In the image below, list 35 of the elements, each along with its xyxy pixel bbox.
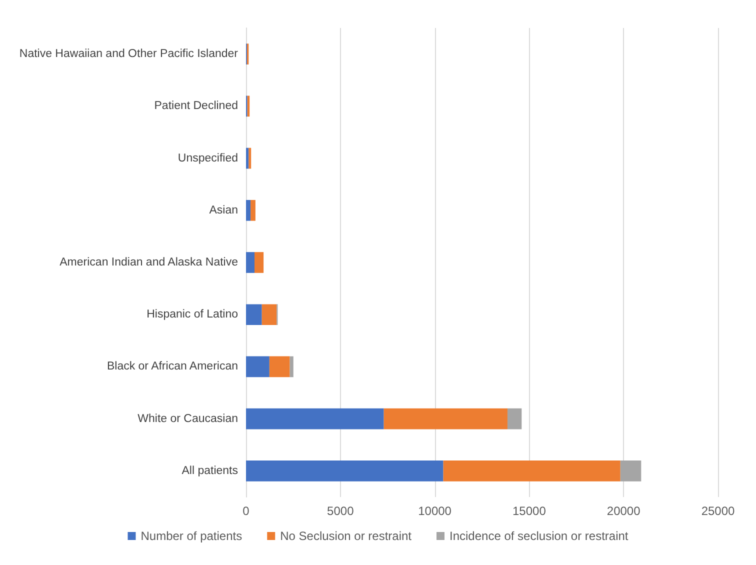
x-tick-label: 0 [242, 504, 250, 518]
bar [290, 356, 294, 378]
bar [250, 200, 256, 221]
bar [269, 356, 290, 378]
x-tick-label: 25000 [701, 504, 736, 518]
legend-label: Incidence of seclusion or restraint [450, 529, 629, 543]
x-tick-label: 15000 [512, 504, 546, 518]
bar [246, 200, 251, 221]
bar [254, 252, 264, 273]
y-tick-label: Black or African American [106, 360, 238, 373]
y-tick-label: American Indian and Alaska Native [60, 256, 238, 268]
x-tick-label: 5000 [327, 504, 354, 518]
y-tick-label: Unspecified [178, 152, 238, 164]
x-tick-label: 10000 [418, 504, 452, 518]
y-tick-label: White or Caucasian [138, 412, 238, 425]
bar [507, 408, 522, 430]
bar [246, 148, 249, 169]
y-tick-label: Native Hawaiian and Other Pacific Islander [19, 48, 238, 60]
y-tick-label: Hispanic of Latino [146, 308, 238, 321]
bar [262, 304, 277, 326]
bar [443, 460, 620, 482]
y-tick-label: Patient Declined [154, 100, 238, 112]
bar [620, 460, 642, 482]
bar [248, 148, 252, 169]
bar [246, 460, 444, 482]
bar [384, 408, 508, 430]
legend-label: Number of patients [140, 529, 242, 543]
bar [246, 408, 384, 430]
y-tick-label: Asian [209, 204, 238, 216]
bar [246, 252, 254, 273]
legend-label: No Seclusion or restraint [280, 529, 412, 543]
y-tick-label: All patients [182, 464, 238, 477]
x-tick-label: 20000 [606, 504, 641, 518]
bar [246, 304, 262, 326]
bar [246, 356, 270, 378]
